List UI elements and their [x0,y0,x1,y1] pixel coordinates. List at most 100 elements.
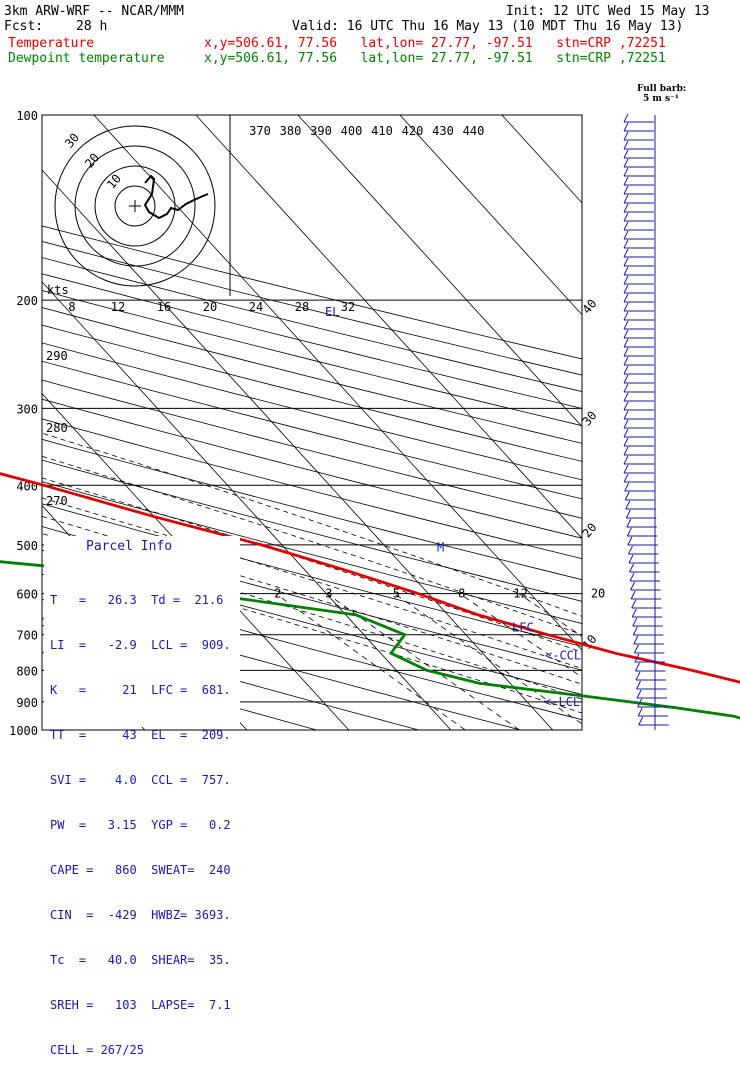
isotherm-line [604,115,740,730]
wind-barb [631,599,662,609]
pressure-tick-label: 200 [16,294,38,308]
wind-barb [623,221,654,231]
isotherm-line [42,169,554,730]
theta-label: 410 [371,124,393,138]
wind-barb [623,194,654,204]
parcel-row: SREH = 103 LAPSE= 7.1 [50,998,231,1012]
valid-time: Valid: 16 UTC Thu 16 May 13 (10 MDT Thu … [292,19,684,34]
hodograph-ring-label: 30 [62,130,82,150]
wind-barb [623,293,654,303]
parcel-row: LI = -2.9 LCL = 909. [50,638,231,652]
level-annotation: <-LCL [544,695,580,709]
hodograph-ring-label: 10 [104,171,124,191]
dewpoint-legend-info: x,y=506.61, 77.56 lat,lon= 27.77, -97.51… [204,51,666,66]
dry-adiabat-line [42,257,582,393]
forecast-hours: 28 h [76,19,108,34]
dry-adiabat-line [42,573,582,721]
isotherm-label: 40 [580,297,600,317]
theta-label: 400 [341,124,363,138]
theta-e-label: 290 [46,349,68,363]
wind-barb [630,590,662,600]
model-title: 3km ARW-WRF -- NCAR/MMM [4,4,185,19]
wind-barb [623,302,654,312]
theta-label: 420 [402,124,424,138]
wind-barb [638,716,669,726]
barb-legend-title: Full barb: [637,84,687,94]
dewpoint-legend-label: Dewpoint temperature [8,51,165,66]
wind-barb [628,554,659,564]
wind-barb [623,266,654,276]
wind-barb [623,131,654,141]
wind-barb [626,527,658,537]
parcel-row: PW = 3.15 YGP = 0.2 [50,818,231,832]
skewt-chart: 30 20 10 kts 100 200 300 400 500 600 700 800 900… [0,109,740,738]
wind-barb [623,383,654,393]
wind-barb [623,158,654,168]
dry-adiabat-line [42,459,582,602]
mixing-ratio-label: 12 [513,587,527,601]
wind-barb [623,410,654,420]
wind-barb [623,167,654,177]
wind-barb [623,329,654,339]
wind-barb [623,176,654,186]
dewpoint-line [0,560,740,720]
theta-e-label: 270 [46,494,68,508]
wind-barb [633,635,664,645]
wind-barb [623,257,654,267]
mixing-ratio-label: 3 [325,587,332,601]
theta-e-label: 280 [46,421,68,435]
wind-barb [624,482,655,492]
dry-adiabat-line [42,324,582,462]
wind-barb [623,419,654,429]
wind-barb [623,122,654,132]
mixing-ratio-label: 20 [591,587,605,601]
wind-barb [631,608,663,618]
wind-barb [623,455,654,465]
pressure-tick-label: 700 [16,629,38,643]
forecast-label: Fcst: [4,19,44,34]
wind-barb [633,644,665,654]
parcel-row: CAPE = 860 SWEAT= 240 [50,863,231,877]
parcel-row: T = 26.3 Td = 21.6 [50,593,224,607]
hodograph-units-label: kts [47,283,69,297]
theta-label: 370 [249,124,271,138]
hodograph-speed-tick: 16 [157,300,171,314]
hodograph-ring [74,145,196,267]
mixing-ratio-line [275,593,466,730]
wind-barb [623,140,654,150]
wind-barb [623,347,654,357]
parcel-info-rows: T = 26.3 Td = 21.6 LI = -2.9 LCL = 909. … [50,563,231,1088]
dry-adiabat-line [42,307,582,444]
wind-barb [627,536,658,546]
parcel-row: CIN = -429 HWBZ= 3693. [50,908,231,922]
moist-adiabat-line [42,432,582,617]
isotherm-label: 20 [580,520,600,540]
wind-barb [623,473,655,483]
hodograph-ring [54,125,216,287]
mixing-ratio-label: 5 [393,587,400,601]
theta-label: 440 [463,124,485,138]
hodograph-ring [94,165,176,247]
init-time: Init: 12 UTC Wed 15 May 13 [506,4,710,19]
wind-barb [623,239,654,249]
dry-adiabat-line [42,342,582,481]
hodograph-speed-tick: 24 [249,300,263,314]
pressure-tick-label: 100 [16,109,38,123]
mixing-ratio-label: 8 [458,587,465,601]
wind-barb [624,491,656,501]
pressure-tick-label: 600 [16,588,38,602]
wind-barb [635,671,666,681]
wind-barb [623,356,654,366]
wind-barb [623,392,654,402]
wind-barb [623,185,654,195]
pressure-tick-label: 1000 [9,724,38,738]
dry-adiabat-line [42,438,582,581]
wind-barb [623,437,654,447]
wind-barb [637,698,668,708]
wind-barb [623,365,654,375]
wind-barb [630,581,661,591]
hodograph-speed-tick: 28 [295,300,309,314]
isotherm-line [297,115,582,428]
wind-barb [623,203,654,213]
theta-label: 390 [310,124,332,138]
